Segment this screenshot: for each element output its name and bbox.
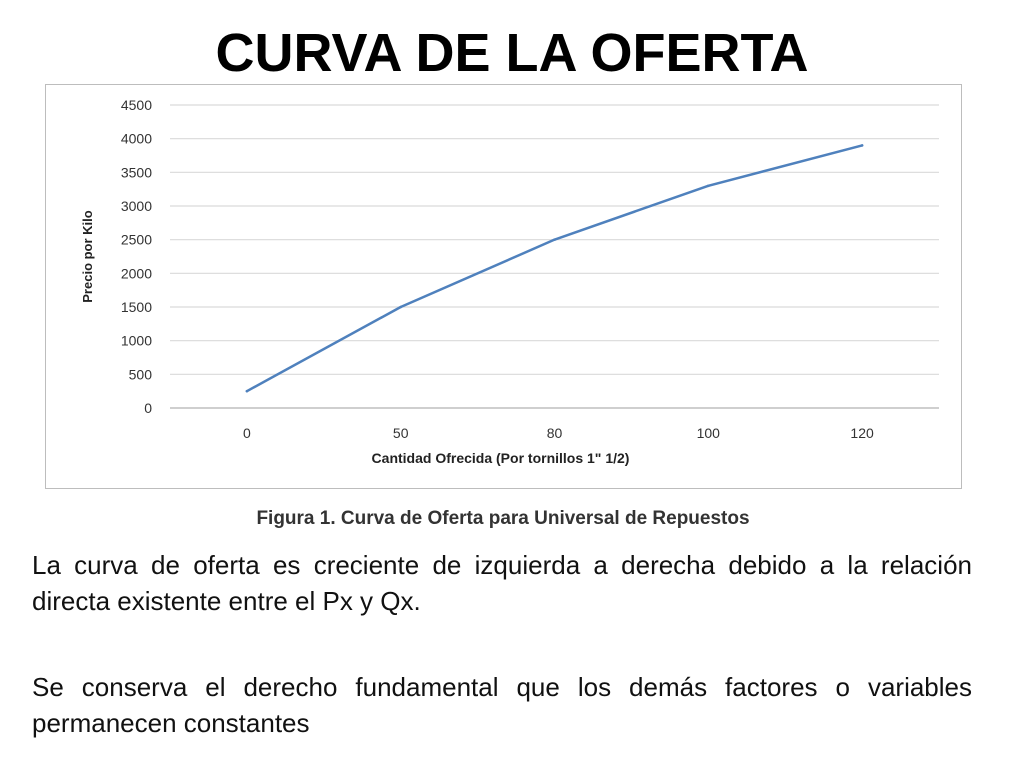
data-point (245, 389, 249, 393)
data-point (860, 144, 864, 147)
x-tick-label: 100 (697, 425, 721, 441)
chart-frame: 0 500 1000 1500 2000 2500 3000 3500 4000 4500 0 50… (45, 84, 962, 489)
y-tick-label: 500 (129, 366, 153, 382)
y-tick-label: 4000 (121, 131, 152, 147)
x-tick-label: 0 (243, 425, 251, 441)
line-chart: 0 500 1000 1500 2000 2500 3000 3500 4000 4500 0 50… (80, 97, 939, 466)
data-point (399, 305, 403, 309)
y-tick-label: 2500 (121, 232, 152, 248)
x-tick-labels: 0 50 80 100 120 (243, 425, 874, 441)
y-tick-label: 3500 (121, 164, 152, 180)
x-axis-label: Cantidad Ofrecida (Por tornillos 1" 1/2) (372, 450, 630, 466)
x-tick-label: 120 (850, 425, 874, 441)
series-layer (245, 144, 864, 393)
y-tick-label: 0 (144, 400, 152, 416)
y-axis-label: Precio por Kilo (80, 210, 95, 303)
y-tick-label: 2000 (121, 265, 152, 281)
series-line (245, 144, 864, 393)
gridlines (170, 104, 939, 409)
x-tick-label: 80 (547, 425, 563, 441)
paragraph-ceteris-paribus: Se conserva el derecho fundamental que l… (32, 672, 972, 738)
slide-title: CURVA DE LA OFERTA (215, 23, 809, 83)
y-tick-label: 1500 (121, 299, 152, 315)
y-tick-label: 1000 (121, 333, 152, 349)
paragraph-supply-curve: La curva de oferta es creciente de izqui… (32, 550, 972, 616)
data-point (707, 184, 710, 188)
x-tick-label: 50 (393, 425, 409, 441)
data-point (553, 238, 556, 241)
y-tick-labels: 0 500 1000 1500 2000 2500 3000 3500 4000 4500 (121, 97, 152, 416)
y-tick-label: 4500 (121, 97, 152, 113)
figure-caption: Figura 1. Curva de Oferta para Universal… (256, 508, 750, 529)
y-tick-label: 3000 (121, 198, 152, 214)
